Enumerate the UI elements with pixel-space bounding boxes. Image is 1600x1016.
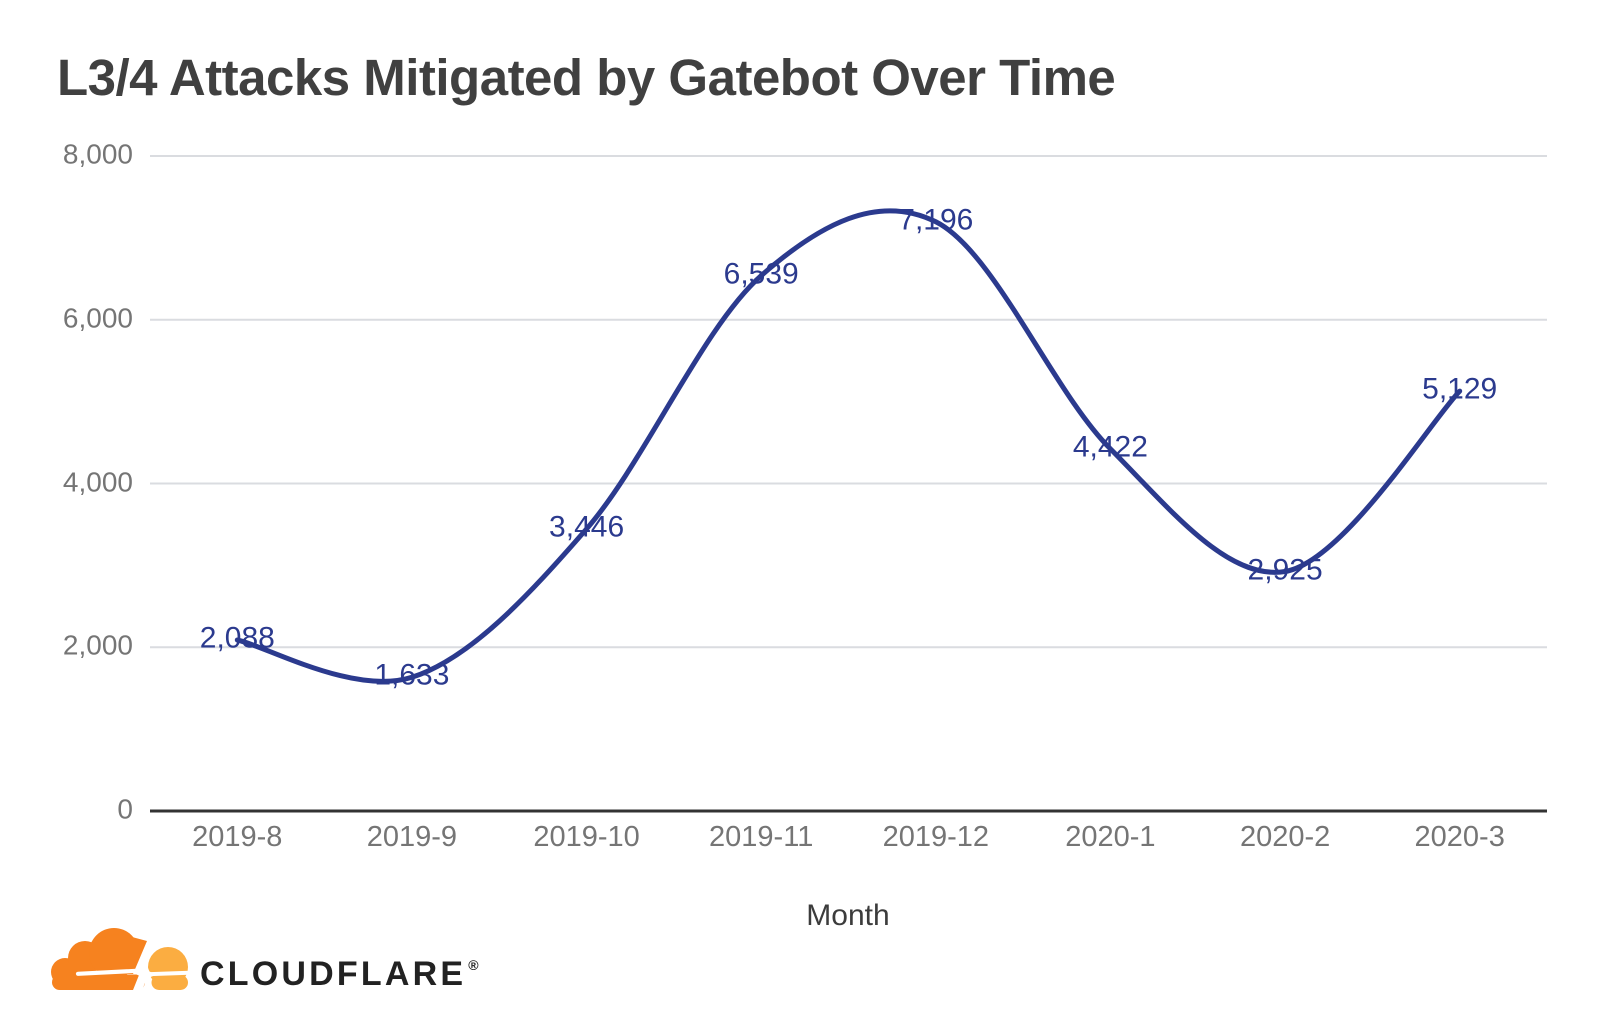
x-tick-label: 2019-10	[533, 821, 640, 853]
data-line	[234, 208, 1463, 684]
data-point-label: 2,088	[199, 621, 275, 655]
x-tick-label: 2020-1	[1065, 821, 1156, 853]
cloud-sparkle	[136, 964, 157, 985]
cloudflare-logo: CLOUDFLARE ®	[48, 928, 508, 998]
y-tick-label: 6,000	[62, 302, 133, 334]
cloud-slit-left	[75, 968, 146, 976]
cloudflare-wordmark: CLOUDFLARE ®	[200, 957, 479, 991]
x-axis-title: Month	[806, 899, 890, 932]
data-point-label: 5,129	[1422, 372, 1498, 406]
data-point-label: 4,422	[1072, 430, 1148, 464]
cloudflare-wordmark-text: CLOUDFLARE	[200, 955, 467, 993]
x-tick-label: 2020-2	[1239, 821, 1331, 853]
data-point-label: 2,925	[1247, 553, 1323, 587]
registered-trademark: ®	[468, 957, 479, 973]
data-point-label: 3,446	[549, 510, 625, 544]
y-tick-label: 2,000	[62, 630, 133, 662]
cloud-diagonal-gap	[132, 932, 164, 992]
x-tick-label: 2019-9	[366, 821, 458, 853]
y-tick-label: 4,000	[62, 466, 133, 498]
x-tick-label: 2019-11	[709, 821, 814, 853]
cloud-light-shape	[148, 947, 188, 990]
y-tick-label: 8,000	[62, 138, 133, 170]
data-point-label: 6,539	[723, 257, 799, 291]
x-tick-label: 2019-12	[882, 821, 990, 853]
x-tick-label: 2020-3	[1414, 821, 1505, 853]
chart-title: L3/4 Attacks Mitigated by Gatebot Over T…	[57, 49, 1116, 106]
cloudflare-cloud-icon	[51, 928, 190, 992]
data-point-label: 7,196	[898, 203, 974, 237]
cloud-dark-shape	[51, 928, 147, 990]
data-point-label: 1,633	[374, 658, 450, 692]
x-tick-label: 2019-8	[192, 821, 283, 853]
y-tick-label: 0	[117, 793, 133, 825]
